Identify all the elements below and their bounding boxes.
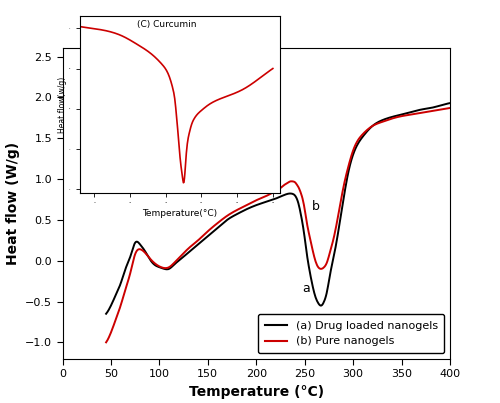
Text: b: b — [312, 200, 320, 213]
Text: a: a — [302, 282, 310, 295]
Legend: (a) Drug loaded nanogels, (b) Pure nanogels: (a) Drug loaded nanogels, (b) Pure nanog… — [258, 314, 444, 353]
Text: (C) Curcumin: (C) Curcumin — [137, 20, 196, 29]
X-axis label: Temperature (°C): Temperature (°C) — [188, 384, 324, 399]
Y-axis label: Heat flow(w/g): Heat flow(w/g) — [58, 77, 68, 133]
X-axis label: Temperature(°C): Temperature(°C) — [142, 209, 218, 218]
Y-axis label: Heat flow (W/g): Heat flow (W/g) — [6, 142, 20, 265]
